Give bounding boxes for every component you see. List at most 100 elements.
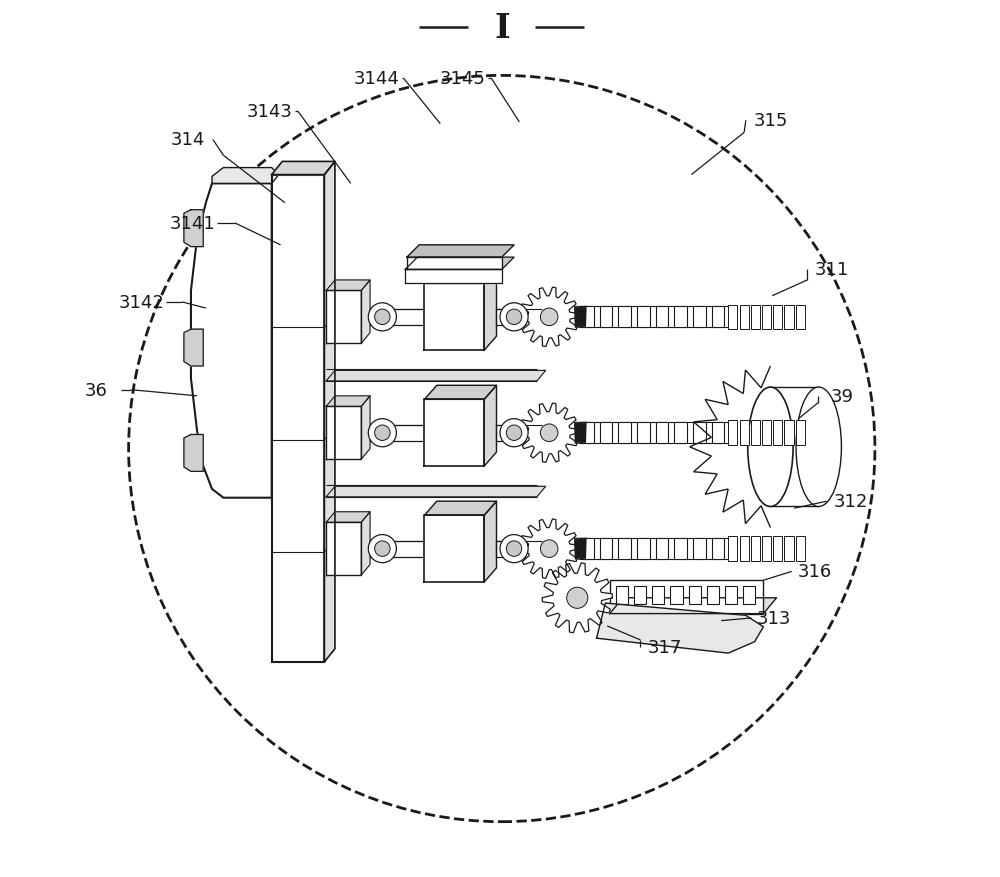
- Polygon shape: [542, 563, 612, 633]
- Bar: [796, 421, 805, 446]
- Circle shape: [506, 425, 522, 441]
- Circle shape: [368, 419, 396, 447]
- Bar: [784, 305, 794, 330]
- Polygon shape: [326, 487, 546, 497]
- Bar: [634, 587, 646, 604]
- Bar: [496, 425, 542, 441]
- Polygon shape: [407, 258, 502, 270]
- Bar: [370, 541, 424, 557]
- Polygon shape: [326, 291, 361, 344]
- Polygon shape: [519, 519, 579, 579]
- Text: 311: 311: [815, 261, 849, 279]
- Bar: [637, 423, 650, 444]
- Polygon shape: [519, 288, 579, 347]
- Bar: [762, 305, 771, 330]
- Bar: [751, 305, 760, 330]
- Polygon shape: [326, 396, 370, 407]
- Circle shape: [375, 541, 390, 557]
- Bar: [773, 537, 782, 561]
- Ellipse shape: [796, 388, 841, 507]
- Circle shape: [540, 424, 558, 442]
- Circle shape: [500, 535, 528, 563]
- Polygon shape: [405, 270, 502, 284]
- Text: 3145: 3145: [440, 70, 486, 88]
- Polygon shape: [405, 258, 514, 270]
- Bar: [581, 538, 594, 560]
- Bar: [728, 537, 737, 561]
- Bar: [693, 307, 706, 328]
- Text: 3142: 3142: [119, 294, 165, 311]
- Bar: [618, 307, 631, 328]
- Bar: [728, 305, 737, 330]
- Bar: [728, 421, 737, 446]
- Circle shape: [500, 419, 528, 447]
- Bar: [637, 538, 650, 560]
- Text: 39: 39: [831, 388, 854, 405]
- Bar: [689, 587, 701, 604]
- Bar: [656, 538, 668, 560]
- Text: 317: 317: [648, 638, 682, 656]
- Bar: [581, 307, 594, 328]
- Bar: [637, 307, 650, 328]
- Polygon shape: [424, 400, 484, 467]
- Polygon shape: [597, 603, 763, 653]
- Text: 315: 315: [753, 112, 788, 130]
- Bar: [618, 423, 631, 444]
- Circle shape: [506, 310, 522, 325]
- Bar: [707, 587, 719, 604]
- Text: 3141: 3141: [170, 215, 216, 232]
- Polygon shape: [326, 407, 361, 460]
- Polygon shape: [361, 512, 370, 575]
- Bar: [600, 307, 612, 328]
- Bar: [712, 307, 724, 328]
- Circle shape: [500, 303, 528, 332]
- Circle shape: [540, 309, 558, 326]
- Polygon shape: [361, 281, 370, 344]
- Circle shape: [540, 540, 558, 558]
- Circle shape: [506, 541, 522, 557]
- Bar: [656, 423, 668, 444]
- Polygon shape: [326, 512, 370, 523]
- Bar: [740, 305, 749, 330]
- Bar: [370, 310, 424, 325]
- Polygon shape: [184, 330, 203, 367]
- Bar: [784, 421, 794, 446]
- Polygon shape: [324, 162, 335, 662]
- Polygon shape: [484, 502, 496, 582]
- Text: 313: 313: [757, 610, 791, 627]
- Bar: [762, 421, 771, 446]
- Text: 314: 314: [171, 132, 205, 149]
- Bar: [770, 388, 819, 507]
- Circle shape: [567, 588, 588, 609]
- Polygon shape: [184, 210, 203, 247]
- Bar: [712, 423, 724, 444]
- Bar: [740, 421, 749, 446]
- Text: 36: 36: [85, 381, 108, 399]
- Polygon shape: [184, 435, 203, 472]
- Circle shape: [375, 425, 390, 441]
- Bar: [652, 587, 664, 604]
- Bar: [670, 587, 683, 604]
- Ellipse shape: [748, 388, 793, 507]
- Polygon shape: [326, 281, 370, 291]
- Bar: [674, 307, 687, 328]
- Polygon shape: [191, 184, 272, 498]
- Bar: [496, 541, 542, 557]
- Polygon shape: [424, 502, 496, 516]
- Polygon shape: [326, 371, 546, 381]
- Polygon shape: [407, 246, 514, 258]
- Bar: [272, 175, 324, 662]
- Circle shape: [375, 310, 390, 325]
- Bar: [618, 538, 631, 560]
- Bar: [693, 538, 706, 560]
- Bar: [581, 423, 594, 444]
- Polygon shape: [272, 162, 335, 175]
- Bar: [600, 538, 612, 560]
- Bar: [796, 305, 805, 330]
- Bar: [773, 421, 782, 446]
- Bar: [600, 423, 612, 444]
- Polygon shape: [361, 396, 370, 460]
- Bar: [370, 425, 424, 441]
- Bar: [656, 307, 668, 328]
- Polygon shape: [610, 598, 777, 614]
